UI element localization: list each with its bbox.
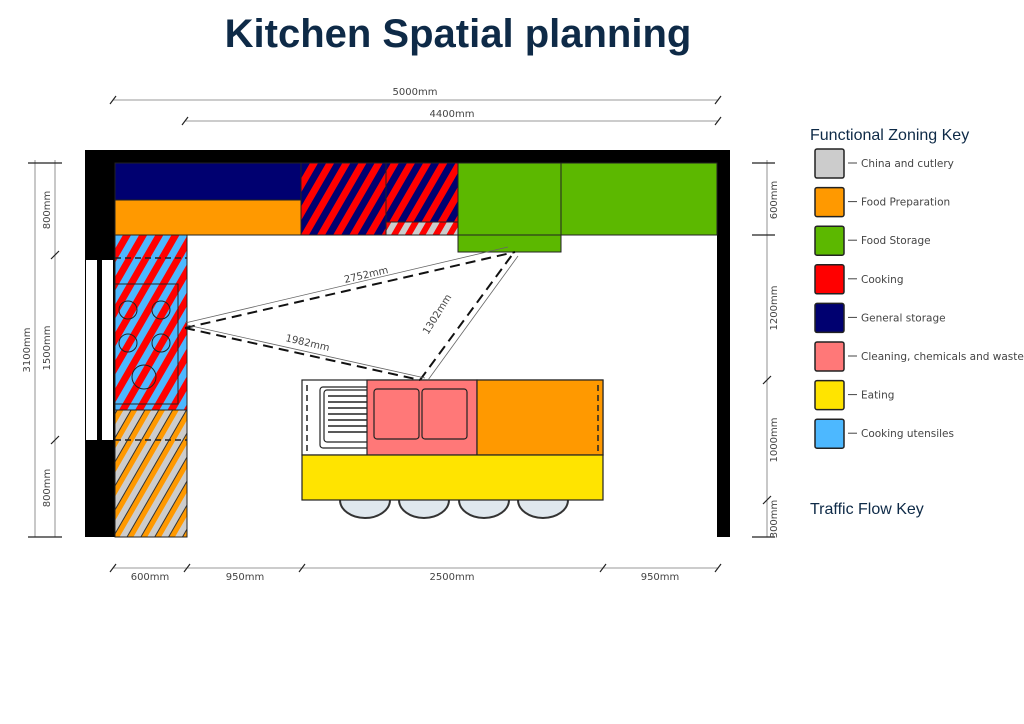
key-swatch	[814, 418, 845, 449]
walls	[85, 150, 730, 537]
dimension-lines	[28, 95, 775, 573]
key-swatch	[814, 341, 845, 372]
key-item: Cooking	[814, 264, 904, 295]
key-swatch	[814, 148, 845, 179]
zoning-key-title: Functional Zoning Key	[810, 127, 969, 144]
dim-left-total: 3100mm	[22, 328, 33, 373]
dim-right: 600mm	[769, 181, 780, 220]
dim-top-counter: 4400mm	[430, 109, 475, 120]
dim-top-total: 5000mm	[393, 87, 438, 98]
key-item: General storage	[814, 302, 946, 334]
key-label: Food Storage	[861, 235, 931, 247]
dim-bottom: 2500mm	[430, 572, 475, 583]
window	[86, 260, 97, 440]
key-label: Cooking utensiles	[861, 428, 954, 440]
key-item: Eating	[814, 379, 894, 411]
key-swatch	[814, 264, 845, 295]
traffic-key-title: Traffic Flow Key	[810, 501, 924, 518]
dim-left: 800mm	[42, 191, 53, 230]
top-counter	[114, 162, 718, 253]
key-item: Cooking utensiles	[814, 418, 954, 449]
key-swatch	[814, 186, 845, 218]
dim-left: 800mm	[42, 469, 53, 508]
key-label: Food Preparation	[861, 197, 950, 209]
dim-bottom: 950mm	[226, 572, 265, 583]
traffic-distance: 2752mm	[343, 265, 389, 286]
left-counter	[114, 234, 188, 538]
key-item: Food Preparation	[814, 186, 950, 218]
dim-bottom: 950mm	[641, 572, 680, 583]
hob	[114, 283, 179, 405]
dim-right: 1200mm	[769, 286, 780, 331]
key-swatch	[814, 379, 845, 411]
zoning-key: Functional Zoning Key China and cutlery F…	[810, 127, 1024, 518]
traffic-distance: 1302mm	[421, 293, 454, 337]
dim-left: 1500mm	[42, 326, 53, 371]
dim-bottom: 600mm	[131, 572, 170, 583]
key-swatch	[814, 302, 845, 334]
page-title: Kitchen Spatial planning	[224, 12, 692, 56]
dimension-labels: 5000mm 4400mm 3100mm 800mm 1500mm 800mm …	[22, 87, 780, 583]
dim-right: 300mm	[769, 500, 780, 539]
dim-right: 1000mm	[769, 418, 780, 463]
key-label: Eating	[861, 390, 894, 402]
key-label: China and cutlery	[861, 158, 954, 170]
key-item: China and cutlery	[814, 148, 954, 179]
key-swatch	[814, 225, 845, 256]
traffic-distance: 1982mm	[284, 333, 330, 354]
key-item: Cleaning, chemicals and waste	[814, 341, 1024, 372]
key-label: Cleaning, chemicals and waste	[861, 351, 1024, 363]
traffic-flow: 2752mm 1982mm 1302mm	[184, 246, 519, 381]
key-label: General storage	[861, 312, 946, 324]
island	[301, 379, 604, 519]
key-label: Cooking	[861, 274, 904, 286]
stools	[339, 499, 569, 519]
key-item: Food Storage	[814, 225, 931, 256]
